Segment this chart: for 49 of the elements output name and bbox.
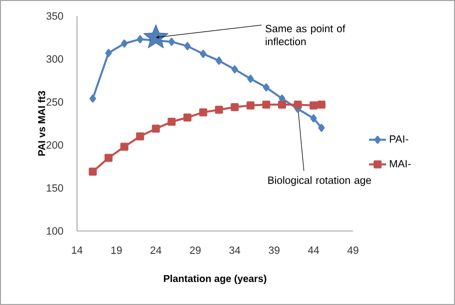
point: [310, 114, 317, 122]
point: [247, 74, 254, 83]
x-axis-title: Plantation age (years): [164, 274, 266, 284]
point: [136, 132, 144, 140]
x-tick-label: 24: [150, 246, 162, 254]
point: [183, 113, 192, 122]
point: [168, 118, 176, 126]
point: [104, 154, 113, 162]
point: [294, 100, 302, 109]
point: [200, 50, 206, 58]
point: [88, 168, 97, 176]
point: [184, 42, 191, 50]
point: [317, 100, 326, 109]
point: [136, 35, 144, 44]
legend-label: MAI-: [390, 160, 411, 168]
point: [216, 56, 222, 65]
point: [214, 106, 223, 114]
x-tick-label: 34: [229, 246, 240, 254]
y-tick-label: 250: [46, 98, 64, 106]
x-tick-label: 44: [308, 246, 320, 254]
point: [318, 124, 325, 132]
point: [230, 103, 239, 112]
point: [90, 94, 96, 103]
point: [231, 65, 238, 74]
legend-label: PAI-: [390, 135, 408, 143]
point: [105, 48, 112, 57]
point: [246, 101, 254, 110]
y-axis-title: PAI vs MAI ft3: [38, 91, 46, 156]
x-tick-label: 39: [268, 246, 280, 254]
y-tick-label: 200: [46, 141, 64, 149]
y-tick-label: 300: [46, 55, 64, 63]
annotation: Biological rotation age: [268, 176, 372, 186]
y-tick-label: 100: [46, 227, 64, 235]
point: [278, 100, 286, 109]
y-tick-label: 150: [46, 184, 64, 192]
point: [121, 40, 128, 48]
x-tick-label: 29: [190, 246, 201, 254]
point: [199, 108, 208, 116]
point: [310, 101, 318, 110]
point: [120, 142, 128, 151]
point: [152, 124, 160, 133]
x-tick-label: 49: [347, 246, 358, 254]
point: [262, 100, 270, 109]
x-tick-label: 14: [72, 246, 83, 254]
x-tick-label: 19: [111, 246, 122, 254]
annotation: Same as point of inflection: [266, 24, 346, 46]
y-tick-label: 350: [46, 12, 64, 20]
point: [168, 38, 175, 46]
point: [263, 83, 270, 92]
